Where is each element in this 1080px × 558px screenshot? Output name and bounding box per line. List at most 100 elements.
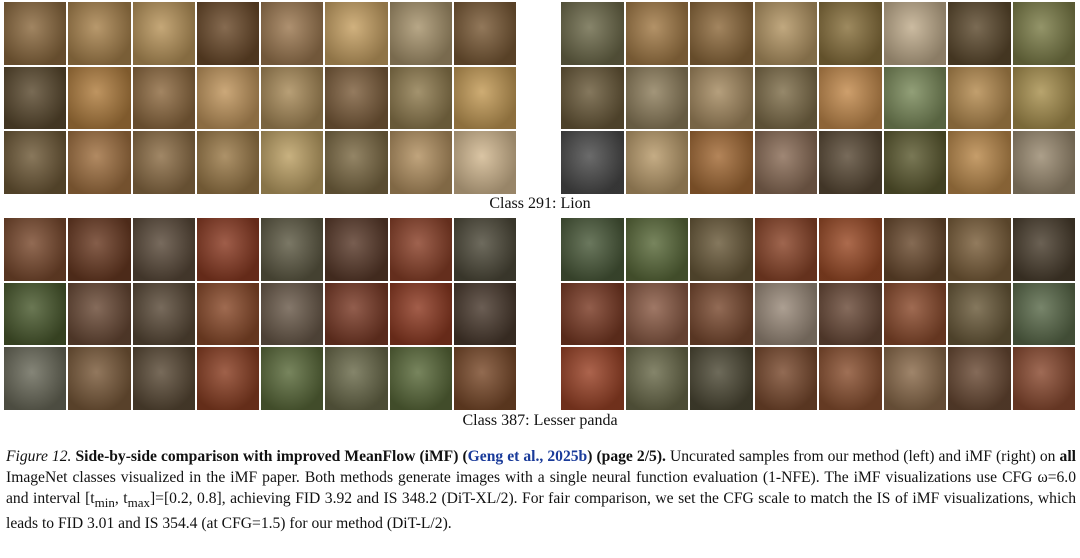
sample-image — [132, 66, 195, 130]
sample-image — [325, 66, 388, 130]
sample-image — [196, 347, 259, 410]
sample-image — [261, 131, 324, 194]
sample-image — [883, 347, 946, 410]
sample-image — [561, 218, 624, 281]
sample-image — [132, 282, 195, 346]
sample-image — [4, 2, 67, 65]
sample-image — [1012, 282, 1075, 346]
sample-image — [819, 218, 882, 281]
sample-image — [883, 218, 946, 281]
sample-image — [1012, 66, 1075, 130]
sample-image — [948, 282, 1011, 346]
sample-image — [4, 282, 67, 346]
caption-sub-max: max — [127, 495, 150, 511]
sample-image — [261, 66, 324, 130]
sample-image — [690, 218, 753, 281]
sample-image — [68, 66, 131, 130]
sample-image — [325, 282, 388, 346]
sample-image — [132, 2, 195, 65]
sample-image — [883, 2, 946, 65]
sample-image — [196, 282, 259, 346]
sample-image — [690, 282, 753, 346]
sample-image — [325, 218, 388, 281]
sample-image — [453, 282, 516, 346]
sample-image — [389, 2, 452, 65]
sample-image — [4, 131, 67, 194]
figure-number: Figure 12. — [6, 448, 72, 465]
sample-image — [68, 2, 131, 65]
sample-image — [754, 347, 817, 410]
sample-image — [4, 66, 67, 130]
caption-body-1: Uncurated samples from our method (left)… — [665, 448, 1060, 465]
lion-samples-imf-grid — [561, 2, 1075, 194]
sample-image — [389, 347, 452, 410]
sample-image — [196, 2, 259, 65]
lesser-panda-samples-ours-grid — [4, 218, 516, 410]
sample-image — [948, 347, 1011, 410]
caption-title-end: ) (page 2/5). — [587, 448, 666, 465]
sample-image — [561, 131, 624, 194]
lesser-panda-samples-imf-grid — [561, 218, 1075, 410]
sample-image — [883, 282, 946, 346]
sample-image — [625, 282, 688, 346]
sample-image — [561, 66, 624, 130]
sample-image — [948, 66, 1011, 130]
sample-image — [690, 66, 753, 130]
sample-image — [625, 2, 688, 65]
caption-title: Side-by-side comparison with improved Me… — [75, 448, 468, 465]
sample-image — [132, 347, 195, 410]
sample-image — [4, 347, 67, 410]
sample-image — [132, 218, 195, 281]
caption-body-3: ]=[0.2, 0.8], achieving FID 3.92 and IS … — [6, 490, 1076, 533]
sample-image — [690, 131, 753, 194]
sample-image — [754, 131, 817, 194]
sample-image — [819, 282, 882, 346]
sample-image — [68, 131, 131, 194]
lion-samples-ours-grid — [4, 2, 516, 194]
sample-image — [754, 2, 817, 65]
sample-image — [261, 218, 324, 281]
sample-image — [325, 2, 388, 65]
sample-image — [883, 131, 946, 194]
sample-image — [325, 131, 388, 194]
sample-image — [261, 347, 324, 410]
sample-image — [819, 66, 882, 130]
sample-image — [453, 2, 516, 65]
sample-image — [754, 282, 817, 346]
sample-image — [948, 2, 1011, 65]
sample-image — [261, 2, 324, 65]
sample-image — [261, 282, 324, 346]
sample-image — [754, 66, 817, 130]
sample-image — [883, 66, 946, 130]
sample-image — [453, 66, 516, 130]
sample-image — [132, 131, 195, 194]
sample-image — [561, 347, 624, 410]
sample-image — [690, 347, 753, 410]
sample-image — [561, 282, 624, 346]
caption-bold-all: all — [1059, 448, 1076, 465]
sample-image — [819, 131, 882, 194]
caption-comma: , t — [114, 490, 128, 507]
caption-sub-min: min — [94, 495, 115, 511]
sample-image — [1012, 2, 1075, 65]
sample-image — [819, 2, 882, 65]
sample-image — [389, 131, 452, 194]
lesser-panda-class-label: Class 387: Lesser panda — [462, 412, 618, 429]
sample-image — [389, 66, 452, 130]
sample-image — [389, 282, 452, 346]
sample-image — [1012, 131, 1075, 194]
caption-body-2: ImageNet classes visualized in the iMF p… — [6, 469, 1076, 507]
citation-link[interactable]: Geng et al., 2025b — [467, 448, 588, 465]
sample-image — [196, 131, 259, 194]
sample-image — [625, 218, 688, 281]
sample-image — [453, 347, 516, 410]
sample-image — [4, 218, 67, 281]
sample-image — [389, 218, 452, 281]
sample-image — [196, 66, 259, 130]
sample-image — [754, 218, 817, 281]
lion-class-label: Class 291: Lion — [489, 195, 591, 212]
sample-image — [625, 347, 688, 410]
sample-image — [68, 282, 131, 346]
sample-image — [690, 2, 753, 65]
sample-image — [1012, 347, 1075, 410]
